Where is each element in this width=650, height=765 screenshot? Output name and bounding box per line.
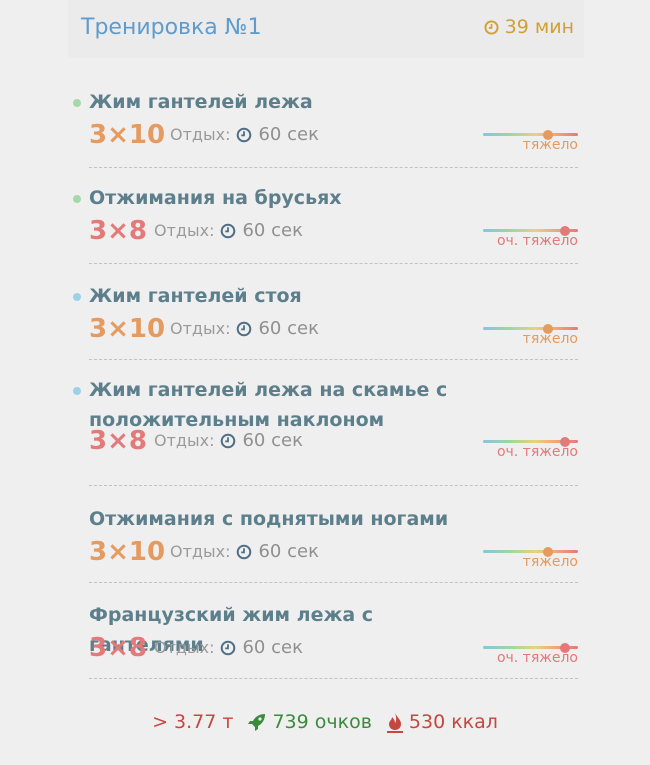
exercise-name: Отжимания на брусьях [89,187,342,209]
rest-value: 60 сек [242,430,303,451]
rest-label: Отдых: [154,221,215,240]
difficulty-label: оч. тяжело [496,233,578,249]
exercise-rest: Отдых: 60 сек [154,636,303,660]
exercise-item[interactable]: Жим гантелей стоя 3×10 Отдых: 60 сек тяжело [73,281,578,360]
exercise-sets: 3×8 [89,216,147,246]
difficulty-knob [542,546,553,557]
exercise-item[interactable]: Французский жим лежа с гантелями 3×8 Отдых… [89,600,578,679]
exercise-status-dot [73,293,81,301]
clock-icon [221,640,236,656]
difficulty-label: оч. тяжело [496,650,578,666]
exercise-name: Жим гантелей стоя [89,285,302,307]
workout-title: Тренировка №1 [81,15,262,40]
difficulty-label: тяжело [522,554,578,570]
exercise-item[interactable]: Жим гантелей лежа на скамье с положитель… [73,375,578,486]
total-weight: > 3.77 т [152,711,234,733]
total-calories: 530 ккал [408,711,498,733]
clock-icon [484,19,499,35]
difficulty-label: тяжело [522,137,578,153]
points-summary: 739 очков [247,711,372,733]
exercise-item[interactable]: Отжимания с поднятыми ногами 3×10 Отдых: 60… [89,504,578,583]
exercise-name: Жим гантелей лежа [89,91,313,113]
exercise-name: Жим гантелей лежа на скамье с положитель… [89,379,448,431]
exercise-rest: Отдых: 60 сек [154,429,303,453]
rocket-icon [248,714,266,731]
difficulty-knob [559,642,570,653]
total-points: 739 очков [272,711,372,733]
difficulty-slider [483,642,578,653]
difficulty-slider [483,546,578,557]
difficulty-knob [542,323,553,334]
calories-summary: 530 ккал [386,711,498,733]
rest-value: 60 сек [242,220,303,241]
weight-summary: > 3.77 т [152,711,233,733]
difficulty-knob [542,129,553,140]
clock-icon [237,127,252,143]
exercise-rest: Отдых: 60 сек [154,219,303,243]
exercise-status-dot [73,387,81,395]
exercise-sets: 3×8 [89,426,147,456]
workout-header: Тренировка №1 39 мин [68,0,584,58]
rest-label: Отдых: [154,638,215,657]
difficulty-label: тяжело [522,331,578,347]
rest-value: 60 сек [258,124,319,145]
rest-label: Отдых: [170,125,231,144]
difficulty-slider [483,436,578,447]
rest-label: Отдых: [154,431,215,450]
difficulty-label: оч. тяжело [496,444,578,460]
clock-icon [221,433,236,449]
exercise-sets: 3×8 [89,633,147,663]
difficulty-knob [559,436,570,447]
rest-value: 60 сек [242,637,303,658]
exercise-sets: 3×10 [89,314,166,344]
difficulty-slider [483,129,578,140]
exercise-name: Отжимания с поднятыми ногами [89,508,449,530]
clock-icon [237,321,252,337]
exercise-status-dot [73,99,81,107]
exercise-item[interactable]: Жим гантелей лежа 3×10 Отдых: 60 сек тяжело [73,87,578,168]
clock-icon [237,544,252,560]
rest-value: 60 сек [258,318,319,339]
exercise-status-dot [73,195,81,203]
rest-label: Отдых: [170,319,231,338]
exercise-sets: 3×10 [89,537,166,567]
clock-icon [221,223,236,239]
difficulty-knob [559,225,570,236]
exercise-name: Французский жим лежа с гантелями [89,604,374,656]
exercise-rest: Отдых: 60 сек [170,317,319,341]
rest-value: 60 сек [258,541,319,562]
flame-icon [386,712,403,733]
exercise-item[interactable]: Отжимания на брусьях 3×8 Отдых: 60 сек оч. т… [73,183,578,264]
duration-value: 39 мин [504,16,574,38]
exercise-sets: 3×10 [89,120,166,150]
workout-summary: > 3.77 т 739 очков 530 ккал [0,711,650,733]
difficulty-slider [483,323,578,334]
rest-label: Отдых: [170,542,231,561]
exercise-rest: Отдых: 60 сек [170,123,319,147]
difficulty-slider [483,225,578,236]
exercise-rest: Отдых: 60 сек [170,540,319,564]
workout-duration: 39 мин [484,16,574,38]
